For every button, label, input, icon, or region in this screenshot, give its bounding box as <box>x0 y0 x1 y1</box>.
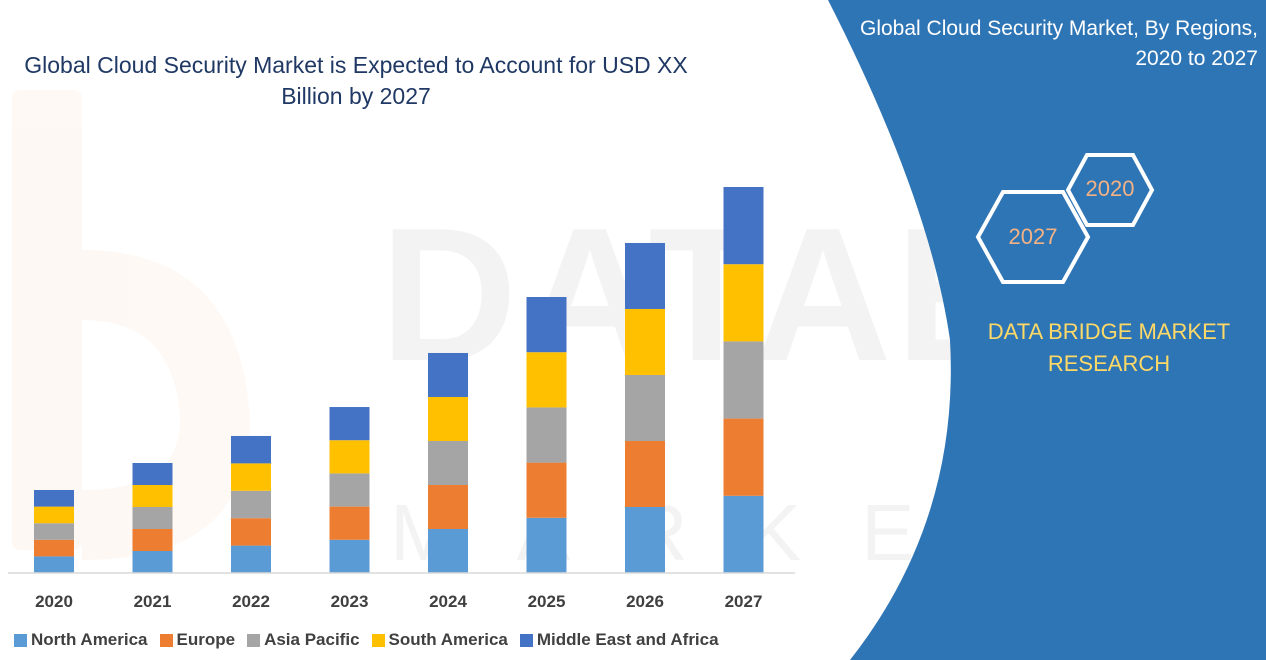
legend-label: Asia Pacific <box>264 630 360 649</box>
legend-item-north-america: North America <box>14 630 148 650</box>
bar-segment-2020-middle-east-africa <box>34 490 74 507</box>
bar-segment-2022-europe <box>231 518 271 546</box>
bar-segment-2021-north-america <box>132 550 173 573</box>
bar-segment-2021-south-america <box>132 484 173 507</box>
legend-label: Europe <box>176 630 236 649</box>
bar-segment-2026-south-america <box>625 308 665 375</box>
legend-swatch <box>159 633 173 647</box>
bar-segment-2021-asia-pacific <box>132 506 173 529</box>
bar-segment-2025-south-america <box>526 352 567 408</box>
stacked-bar-chart: 2020 2021 2022 2023 2024 2025 2026 2027 <box>8 187 795 611</box>
hexagon-back-label: 2020 <box>1085 176 1135 201</box>
x-tick-label-2020: 2020 <box>35 592 73 611</box>
bar-segment-2020-asia-pacific <box>34 523 74 540</box>
x-tick-label-2026: 2026 <box>626 592 664 611</box>
legend-label: North America <box>31 630 148 649</box>
bar-segment-2025-north-america <box>526 517 567 573</box>
bar-segment-2023-asia-pacific <box>329 473 370 507</box>
bar-segment-2026-asia-pacific <box>625 374 665 441</box>
hexagon-front-label: 2027 <box>1008 224 1058 249</box>
panel-title: Global Cloud Security Market, By Regions… <box>859 17 1258 70</box>
bar-segment-2024-europe <box>428 484 468 529</box>
bar-segment-2024-middle-east-africa <box>428 352 468 397</box>
x-tick-label-2022: 2022 <box>232 592 270 611</box>
bar-segment-2023-north-america <box>329 539 370 573</box>
bar-segment-2020-south-america <box>34 506 74 524</box>
bar-segment-2025-middle-east-africa <box>526 297 567 353</box>
bar-segment-2024-asia-pacific <box>428 440 468 485</box>
bar-segment-2025-asia-pacific <box>526 407 567 463</box>
bar-segment-2027-europe <box>723 418 764 496</box>
bar-segment-2027-middle-east-africa <box>723 187 764 265</box>
x-tick-label-2023: 2023 <box>331 592 369 611</box>
bar-segment-2026-europe <box>625 440 665 507</box>
bar-segment-2023-middle-east-africa <box>329 407 370 441</box>
bar-segment-2025-europe <box>526 462 567 518</box>
legend-item-asia-pacific: Asia Pacific <box>247 630 360 650</box>
bar-segment-2023-europe <box>329 506 370 540</box>
x-tick-label-2025: 2025 <box>528 592 566 611</box>
bar-segment-2022-north-america <box>231 545 271 573</box>
legend-swatch <box>14 633 27 647</box>
legend-swatch <box>519 633 533 647</box>
x-tick-label-2024: 2024 <box>429 592 467 611</box>
bar-segment-2020-north-america <box>34 556 74 573</box>
bar-segment-2022-asia-pacific <box>231 490 271 519</box>
bar-segment-2027-asia-pacific <box>723 341 764 419</box>
legend-label: South America <box>388 630 508 649</box>
legend-item-south-america: South America <box>371 630 508 650</box>
bar-segment-2026-north-america <box>625 506 665 573</box>
bar-segment-2027-north-america <box>723 495 764 573</box>
bar-segment-2023-south-america <box>329 440 370 474</box>
bar-segment-2022-middle-east-africa <box>231 435 271 464</box>
bar-segment-2026-middle-east-africa <box>625 242 665 309</box>
legend-swatch <box>247 633 261 647</box>
legend-swatch <box>371 633 385 647</box>
x-tick-label-2027: 2027 <box>725 592 763 611</box>
x-tick-label-2021: 2021 <box>134 592 172 611</box>
bar-segment-2021-europe <box>132 528 173 551</box>
bar-segment-2024-south-america <box>428 396 468 441</box>
legend-item-europe: Europe <box>159 630 236 650</box>
bar-segment-2024-north-america <box>428 528 468 573</box>
brand-name: DATA BRIDGE MARKET RESEARCH <box>987 319 1231 376</box>
bar-segment-2022-south-america <box>231 463 271 491</box>
chart-title: Global Cloud Security Market is Expected… <box>24 52 688 109</box>
bar-segment-2027-south-america <box>723 264 764 342</box>
bar-segment-2021-middle-east-africa <box>132 462 173 485</box>
legend-item-middle-east-africa: Middle East and Africa <box>519 630 719 650</box>
chart-legend: North America Europe Asia Pacific South Ame… <box>14 630 719 650</box>
bar-segment-2020-europe <box>34 539 74 557</box>
legend-label: Middle East and Africa <box>536 630 719 649</box>
